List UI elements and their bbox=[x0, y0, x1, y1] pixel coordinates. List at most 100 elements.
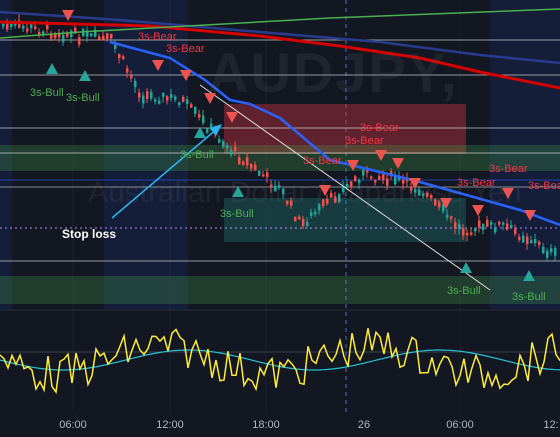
candle-body bbox=[430, 195, 433, 199]
candle-body bbox=[6, 22, 9, 30]
bear-signal-marker bbox=[375, 150, 387, 161]
candle-body bbox=[166, 96, 169, 101]
signal-label-bull: 3s-Bull bbox=[220, 208, 254, 220]
signal-label-bull: 3s-Bull bbox=[512, 291, 546, 303]
candle-body bbox=[510, 225, 513, 228]
candle-body bbox=[550, 248, 553, 253]
candle-body bbox=[50, 33, 53, 39]
bull-signal-marker bbox=[232, 186, 244, 197]
signal-label-bull: 3s-Bull bbox=[66, 92, 100, 104]
candle-body bbox=[186, 99, 189, 104]
signal-markers bbox=[46, 10, 536, 281]
bull-signal-marker bbox=[46, 63, 58, 74]
candle-body bbox=[370, 176, 373, 179]
candle-body bbox=[130, 75, 133, 79]
candle-body bbox=[358, 179, 361, 184]
candle-body bbox=[38, 31, 41, 36]
candle-body bbox=[10, 21, 13, 28]
signal-label-bear: 3s-Bear bbox=[138, 31, 177, 43]
signal-label-bull: 3s-Bull bbox=[180, 149, 214, 161]
green-band bbox=[0, 145, 560, 171]
stop-loss-arrowhead bbox=[210, 124, 222, 136]
candle-body bbox=[426, 192, 429, 197]
candle-body bbox=[530, 240, 533, 244]
candle-body bbox=[318, 204, 321, 211]
candle-body bbox=[494, 227, 497, 233]
candle-body bbox=[502, 222, 505, 225]
candle-body bbox=[330, 192, 333, 198]
signal-label-bull: 3s-Bull bbox=[30, 87, 64, 99]
candle-body bbox=[150, 91, 153, 99]
signal-label-bear: 3s-Bear bbox=[166, 43, 205, 55]
candle-body bbox=[446, 214, 449, 218]
ma-blue-line bbox=[109, 40, 560, 227]
candle-body bbox=[474, 228, 477, 232]
bear-signal-marker bbox=[409, 178, 421, 189]
candle-body bbox=[506, 223, 509, 230]
bear-signal-marker bbox=[152, 60, 164, 71]
candle-body bbox=[170, 94, 173, 98]
candle-body bbox=[390, 171, 393, 176]
candle-body bbox=[234, 146, 237, 152]
candle-body bbox=[458, 223, 461, 230]
bull-signal-marker bbox=[79, 70, 91, 81]
candle-body bbox=[546, 250, 549, 258]
candle-body bbox=[14, 22, 17, 26]
oscillator-main-line bbox=[0, 328, 560, 394]
candle-body bbox=[146, 91, 149, 100]
candle-body bbox=[162, 92, 165, 97]
candle-body bbox=[134, 80, 137, 88]
candle-body bbox=[554, 248, 557, 256]
candle-body bbox=[450, 216, 453, 219]
candle-body bbox=[478, 220, 481, 228]
candle-body bbox=[46, 24, 49, 30]
symbol-description-watermark: Australian Dollar / Japanese Yen bbox=[88, 176, 522, 209]
candle-body bbox=[250, 164, 253, 169]
candle-body bbox=[222, 141, 225, 147]
candle-body bbox=[70, 30, 73, 38]
candle-body bbox=[422, 193, 425, 197]
candle-body bbox=[482, 223, 485, 230]
candle-body bbox=[78, 37, 81, 45]
candle-body bbox=[118, 53, 121, 59]
bear-signal-marker bbox=[62, 10, 74, 21]
candle-body bbox=[434, 199, 437, 206]
candle-body bbox=[114, 44, 117, 49]
bear-zone bbox=[224, 104, 466, 154]
bear-signal-marker bbox=[319, 185, 331, 196]
candle-body bbox=[306, 221, 309, 226]
candle-body bbox=[42, 31, 45, 35]
candle-body bbox=[498, 221, 501, 225]
bear-signal-marker bbox=[204, 93, 216, 104]
candle-body bbox=[62, 34, 65, 42]
x-tick-label: 12: bbox=[543, 419, 559, 431]
ma-green-line bbox=[0, 8, 560, 39]
candle-body bbox=[394, 176, 397, 185]
candle-body bbox=[298, 216, 301, 220]
candle-body bbox=[122, 56, 125, 60]
stop-loss-annotation: Stop loss bbox=[62, 227, 117, 241]
candle-body bbox=[58, 33, 61, 38]
candle-body bbox=[346, 183, 349, 188]
candle-body bbox=[418, 189, 421, 196]
annotations bbox=[111, 124, 222, 219]
candle-body bbox=[210, 123, 213, 130]
candle-body bbox=[206, 128, 209, 133]
candle-body bbox=[98, 36, 101, 41]
candle-body bbox=[198, 114, 201, 118]
candle-body bbox=[414, 188, 417, 193]
candle-body bbox=[34, 26, 37, 30]
candle-body bbox=[106, 33, 109, 40]
x-tick-label: 06:00 bbox=[59, 419, 87, 431]
candle-body bbox=[518, 236, 521, 240]
candle-body bbox=[290, 200, 293, 206]
candle-body bbox=[382, 174, 385, 180]
signal-label-bear: 3s-Bear bbox=[528, 180, 560, 192]
candle-body bbox=[442, 204, 445, 212]
candle-body bbox=[230, 149, 233, 156]
candle-body bbox=[350, 181, 353, 188]
candle-body bbox=[514, 228, 517, 234]
candle-body bbox=[338, 194, 341, 202]
signal-label-bear: 3s-Bear bbox=[489, 163, 528, 175]
